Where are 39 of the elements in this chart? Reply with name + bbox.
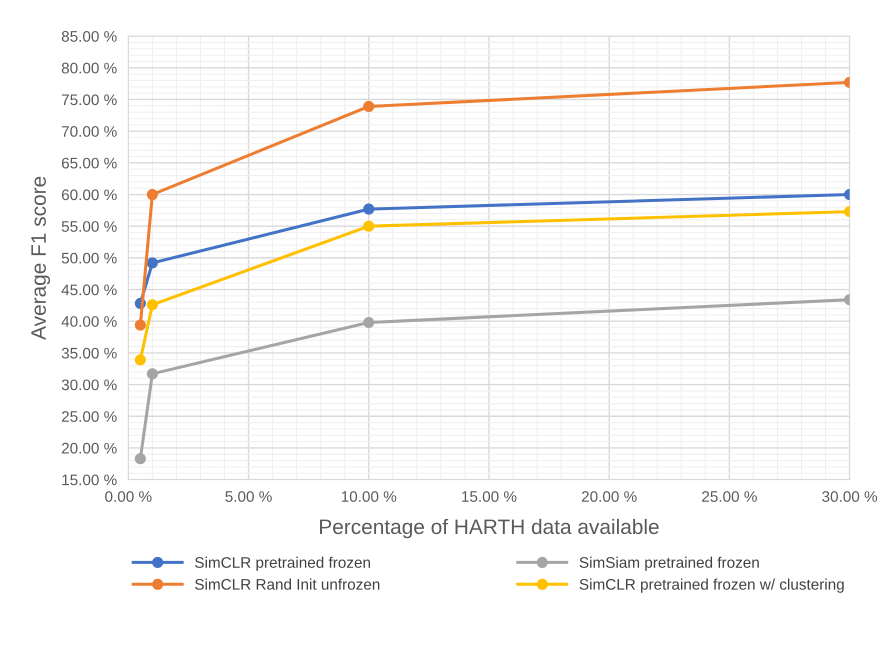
x-tick-label: 10.00 % [342,491,396,502]
point [134,319,146,331]
point [363,220,374,232]
y-tick-label: 35.00 % [62,348,117,359]
point [146,368,158,380]
legend-label: SimSiam pretrained frozen [580,556,759,571]
point [146,257,158,268]
y-tick-label: 75.00 % [62,94,117,106]
y-tick-label: 25.00 % [62,411,117,422]
point [146,299,158,310]
x-tick-label: 20.00 % [582,491,637,502]
y-tick-label: 45.00 % [62,284,117,296]
point [363,316,374,328]
point [134,453,146,464]
x-axis-title: Percentage of HARTH data available [320,518,659,538]
x-tick-label: 0.00 % [105,491,152,502]
y-tick-label: 30.00 % [62,379,117,390]
x-tick-label: 5.00 % [225,491,272,502]
point [363,100,374,112]
y-tick-label: 20.00 % [62,442,117,454]
x-tick-label: 30.00 % [822,491,878,502]
point [146,188,158,200]
y-tick-label: 85.00 % [62,31,117,42]
x-tick-label: 25.00 % [702,491,757,502]
y-tick-label: 15.00 % [62,474,117,486]
x-tick-label: 15.00 % [462,491,516,502]
point [363,204,374,215]
y-tick-label: 55.00 % [62,221,117,232]
point [134,354,146,366]
y-tick-label: 65.00 % [62,158,117,169]
y-axis-title: Average F1 score [31,176,50,340]
legend-label: SimCLR Rand Init unfrozen [195,578,380,590]
y-tick-label: 70.00 % [62,126,117,137]
legend-label: SimCLR pretrained frozen [195,556,370,571]
y-tick-label: 80.00 % [62,62,117,74]
y-tick-label: 50.00 % [62,252,117,264]
y-tick-label: 60.00 % [62,189,117,200]
y-tick-label: 40.00 % [62,316,117,327]
legend-label: SimCLR pretrained frozen w/ clustering [580,578,844,593]
